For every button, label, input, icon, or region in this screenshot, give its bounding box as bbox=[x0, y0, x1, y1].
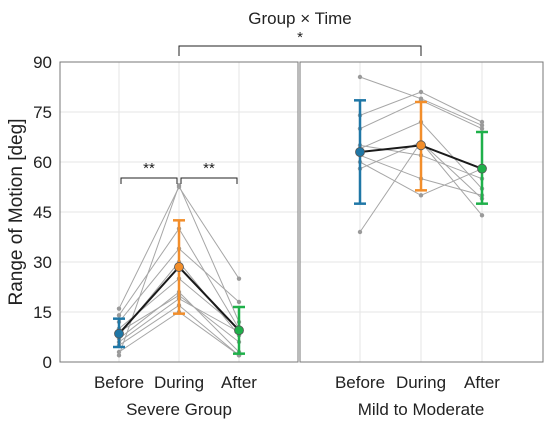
mean-point bbox=[477, 163, 487, 174]
mean-point bbox=[355, 147, 365, 157]
interaction-significance-star: * bbox=[297, 29, 303, 46]
x-tick-label: After bbox=[464, 373, 500, 392]
individual-point bbox=[418, 193, 424, 198]
x-tick-label: Before bbox=[335, 373, 385, 392]
group-label: Severe Group bbox=[126, 400, 232, 419]
y-tick-label: 90 bbox=[33, 53, 52, 72]
y-tick-label: 15 bbox=[33, 303, 52, 322]
mean-point bbox=[174, 262, 184, 272]
chart-title: Group × Time bbox=[248, 9, 351, 28]
individual-point bbox=[479, 123, 485, 128]
individual-point bbox=[116, 353, 122, 358]
significance-bracket bbox=[120, 177, 178, 184]
individual-point bbox=[418, 89, 424, 95]
y-tick-label: 75 bbox=[33, 103, 52, 122]
individual-point bbox=[116, 313, 122, 318]
y-tick-label: 30 bbox=[33, 253, 52, 272]
y-axis-label: Range of Motion [deg] bbox=[6, 119, 27, 306]
significance-label: ** bbox=[203, 160, 215, 177]
x-tick-label: During bbox=[396, 373, 446, 392]
panel-frame bbox=[59, 61, 299, 363]
individual-point bbox=[236, 299, 242, 305]
y-tick-label: 60 bbox=[33, 153, 52, 172]
group-label: Mild to Moderate bbox=[358, 400, 485, 419]
plot-layer: Before During After Severe Group ** ** Before D… bbox=[33, 45, 544, 419]
significance-label: ** bbox=[143, 160, 155, 177]
panel-frame bbox=[299, 61, 544, 363]
y-tick-label: 0 bbox=[43, 353, 52, 372]
individual-point bbox=[357, 229, 363, 235]
significance-bracket bbox=[180, 177, 238, 184]
x-tick-label: Before bbox=[94, 373, 144, 392]
mean-point bbox=[234, 325, 244, 336]
individual-point bbox=[479, 119, 485, 125]
mean-point bbox=[416, 140, 426, 151]
individual-point bbox=[176, 183, 182, 188]
individual-point bbox=[236, 276, 242, 281]
individual-point bbox=[479, 126, 485, 131]
x-tick-label: After bbox=[221, 373, 257, 392]
interaction-bracket bbox=[178, 45, 422, 56]
y-tick-label: 45 bbox=[33, 203, 52, 222]
mean-point bbox=[114, 328, 124, 339]
individual-point bbox=[357, 74, 363, 80]
individual-point bbox=[116, 306, 122, 311]
x-tick-label: During bbox=[154, 373, 204, 392]
individual-point bbox=[479, 213, 485, 218]
